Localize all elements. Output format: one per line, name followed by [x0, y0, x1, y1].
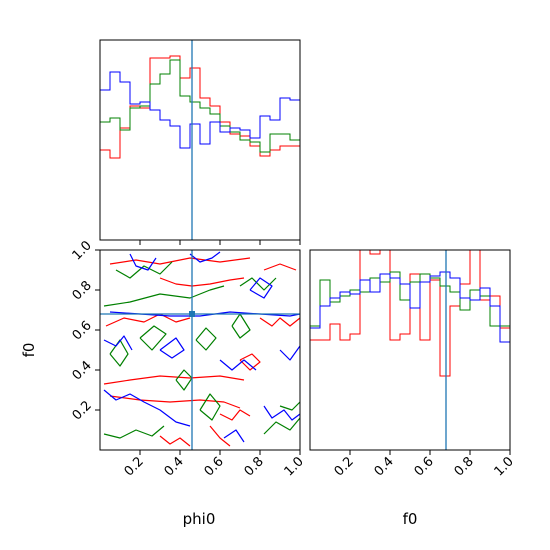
contour-panel-x-tick-label: 0.4 [162, 454, 187, 479]
contour-green-line [231, 313, 251, 339]
contour-blue-line [249, 277, 273, 299]
contour-green-line [175, 369, 193, 391]
histogram-phi0-green-series [99, 59, 301, 240]
contour-red-line [209, 425, 231, 447]
y-axis-label-f0: f0 [20, 343, 38, 358]
contour-green-line [115, 261, 173, 279]
contour-panel-y-tick-label: 0.8 [70, 278, 95, 303]
contour-blue-line [263, 405, 301, 421]
contour-phi0-f0-panel: 0.2 0.4 0.6 0.8 1.0 0.2 0.4 0.6 0.8 1.0 [70, 238, 307, 479]
contour-panel-x-tick-label: 0.6 [202, 454, 227, 479]
contour-panel-y-tick-label: 0.4 [70, 358, 95, 383]
histogram-phi0-blue-series [99, 71, 301, 240]
histogram-f0-blue-series [309, 271, 511, 450]
contour-red-line [239, 353, 261, 371]
x-axis-label-phi0: phi0 [183, 510, 216, 528]
contour-red-line [159, 435, 191, 447]
contour-panel-x-tick-label: 0.2 [122, 454, 147, 479]
contour-panel-y-tick-label: 1.0 [70, 238, 95, 263]
contour-red-line [109, 257, 251, 265]
contour-panel-y-tick-label: 0.6 [70, 318, 95, 343]
histogram-f0-frame [309, 249, 511, 451]
contour-blue-line [103, 389, 191, 427]
contour-panel-y-tick-label: 0.2 [70, 398, 95, 423]
contour-red-line [105, 313, 191, 327]
contour-green-line [195, 327, 217, 351]
contour-panel-x-tick-label: 0.8 [242, 454, 267, 479]
contour-red-line [259, 317, 301, 327]
histogram-f0-panel: 0.2 0.4 0.6 0.8 1.0 [309, 249, 517, 479]
contour-red-line [103, 375, 245, 385]
histogram-f0-x-tick-label: 0.4 [372, 454, 397, 479]
truth-marker [189, 311, 195, 317]
contour-red-line [219, 409, 251, 421]
histogram-phi0-panel [99, 39, 301, 245]
contour-blue-line [129, 253, 157, 271]
contour-blue-line [159, 337, 185, 359]
contour-green-line [279, 401, 301, 411]
contour-panel-x-tick-label: 1.0 [282, 454, 307, 479]
contour-green-line [263, 417, 301, 435]
contour-blue-line [189, 251, 221, 263]
contour-blue-line [219, 359, 257, 371]
histogram-f0-x-tick-label: 0.8 [452, 454, 477, 479]
contour-blue-line [279, 345, 301, 361]
contour-green-line [199, 393, 221, 421]
histogram-f0-x-tick-label: 0.2 [332, 454, 357, 479]
contour-red-line [263, 263, 297, 271]
contour-green-line [139, 325, 167, 351]
x-axis-label-f0: f0 [403, 510, 418, 528]
contour-blue-line [103, 335, 133, 351]
histogram-f0-red-series [309, 249, 511, 450]
histogram-phi0-frame [99, 39, 301, 241]
contour-blue-line [223, 429, 245, 443]
contour-red-line [159, 277, 245, 287]
contour-green-line [103, 285, 225, 307]
contour-panel-frame [99, 249, 301, 451]
histogram-f0-x-tick-label: 1.0 [492, 454, 517, 479]
contour-green-line [103, 425, 165, 439]
histogram-f0-x-tick-label: 0.6 [412, 454, 437, 479]
contour-red-line [109, 395, 241, 409]
